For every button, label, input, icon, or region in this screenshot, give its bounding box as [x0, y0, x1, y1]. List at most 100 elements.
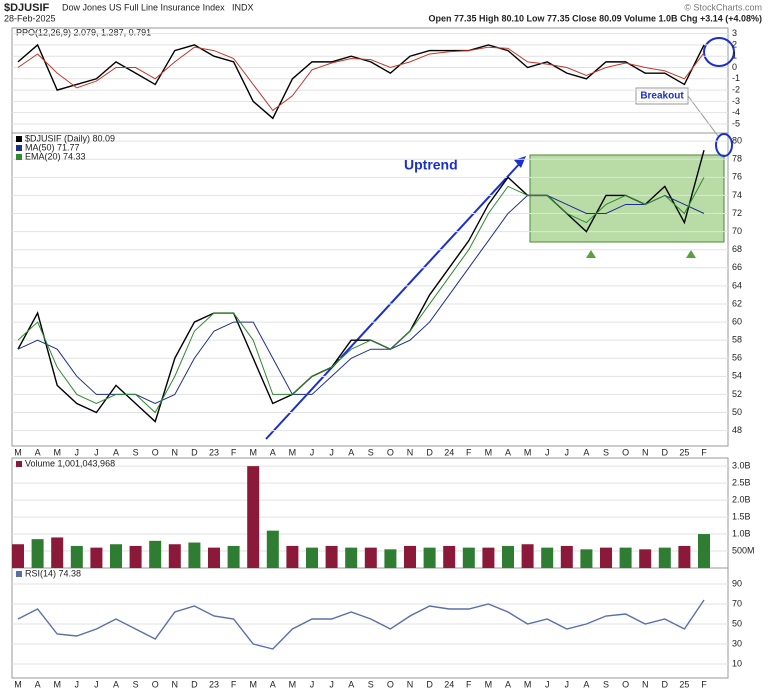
x-tick-label: S [368, 679, 374, 689]
x-tick-label: J [94, 447, 99, 457]
x-tick-label: M [485, 679, 493, 689]
volume-bar [502, 545, 514, 568]
volume-bar [110, 544, 122, 568]
x-tick-label: J [75, 679, 80, 689]
series-line [17, 599, 705, 650]
y-tick-label: 3 [732, 28, 737, 38]
support-arrow [686, 250, 696, 258]
y-tick-label: 50 [732, 618, 742, 628]
volume-bar [188, 542, 201, 568]
volume-bar [423, 547, 436, 568]
x-tick-label: M [289, 447, 297, 457]
x-tick-label: M [14, 679, 22, 689]
y-tick-label: 80 [732, 136, 742, 146]
x-tick-label: A [270, 679, 276, 689]
volume-bar [619, 547, 632, 568]
y-tick-label: 72 [732, 208, 742, 218]
y-tick-label: 52 [732, 389, 742, 399]
volume-bar [698, 534, 710, 568]
volume-bar [443, 545, 456, 568]
x-tick-label: D [191, 447, 198, 457]
y-tick-label: -1 [732, 73, 740, 83]
y-tick-label: 56 [732, 353, 742, 363]
volume-bar [90, 547, 103, 568]
quote: Open 77.35 High 80.10 Low 77.35 Close 80… [429, 13, 762, 23]
x-tick-label: O [387, 679, 394, 689]
x-tick-label: A [348, 447, 354, 457]
x-tick-label: S [603, 447, 609, 457]
x-tick-label: D [426, 447, 433, 457]
symbol: $DJUSIF [4, 2, 50, 14]
volume-bar [266, 530, 279, 568]
x-tick-label: O [152, 679, 159, 689]
x-tick-label: O [622, 447, 629, 457]
callout-line [687, 95, 719, 137]
legend-label: Volume 1,001,043,968 [25, 458, 115, 468]
volume-bar [521, 544, 534, 568]
x-tick-label: D [662, 679, 669, 689]
x-tick-label: J [545, 447, 550, 457]
x-tick-label: J [329, 679, 334, 689]
y-tick-label: 78 [732, 154, 742, 164]
credit: © StockCharts.com [684, 2, 762, 12]
y-tick-label: 1 [732, 51, 737, 61]
x-tick-label: 24 [444, 679, 454, 689]
trend-line [265, 160, 523, 440]
volume-bar [306, 547, 318, 568]
x-tick-label: N [642, 679, 649, 689]
annotation: Uptrend [404, 157, 458, 173]
volume-bar [658, 547, 671, 568]
x-tick-label: A [35, 679, 41, 689]
x-tick-label: F [231, 679, 237, 689]
x-tick-label: S [603, 679, 609, 689]
x-tick-label: F [231, 447, 237, 457]
x-tick-label: M [249, 447, 257, 457]
volume-bar [364, 547, 377, 568]
exchange: INDX [232, 2, 254, 12]
x-tick-label: J [94, 679, 99, 689]
x-tick-label: 23 [209, 679, 219, 689]
x-tick-label: A [113, 447, 119, 457]
volume-bar [227, 545, 240, 568]
x-tick-label: F [701, 679, 707, 689]
y-tick-label: 70 [732, 598, 742, 608]
x-tick-label: N [407, 679, 414, 689]
x-tick-label: F [466, 447, 472, 457]
legend-label: EMA(20) 74.33 [25, 151, 86, 161]
x-tick-label: O [387, 447, 394, 457]
x-tick-label: M [53, 447, 61, 457]
y-tick-label: 54 [732, 371, 742, 381]
x-tick-label: O [152, 447, 159, 457]
y-tick-label: 2 [732, 39, 737, 49]
volume-bar [384, 549, 397, 568]
x-tick-label: J [310, 447, 315, 457]
x-tick-label: S [368, 447, 374, 457]
y-tick-label: 60 [732, 316, 742, 326]
volume-bar [247, 466, 260, 568]
x-tick-label: D [191, 679, 198, 689]
y-tick-label: 50 [732, 407, 742, 417]
y-tick-label: 62 [732, 298, 742, 308]
x-tick-label: D [662, 447, 669, 457]
x-tick-label: N [172, 447, 179, 457]
x-tick-label: N [407, 447, 414, 457]
y-tick-label: 64 [732, 280, 742, 290]
series-line [17, 46, 705, 112]
x-tick-label: J [310, 679, 315, 689]
index-name: Dow Jones US Full Line Insurance Index [62, 2, 225, 12]
volume-bar [580, 549, 593, 568]
x-tick-label: J [565, 679, 570, 689]
x-tick-label: 23 [209, 447, 219, 457]
x-tick-label: A [583, 447, 589, 457]
legend-label: MA(50) 71.77 [25, 142, 80, 152]
x-tick-label: M [524, 447, 532, 457]
x-tick-label: F [701, 447, 707, 457]
y-tick-label: 48 [732, 425, 742, 435]
y-tick-label: -2 [732, 84, 740, 94]
y-tick-label: 2.0B [732, 494, 751, 504]
volume-bar [325, 545, 338, 568]
y-tick-label: 3.0B [732, 461, 751, 471]
volume-bar [639, 549, 652, 568]
y-tick-label: 30 [732, 638, 742, 648]
x-tick-label: 24 [444, 447, 454, 457]
